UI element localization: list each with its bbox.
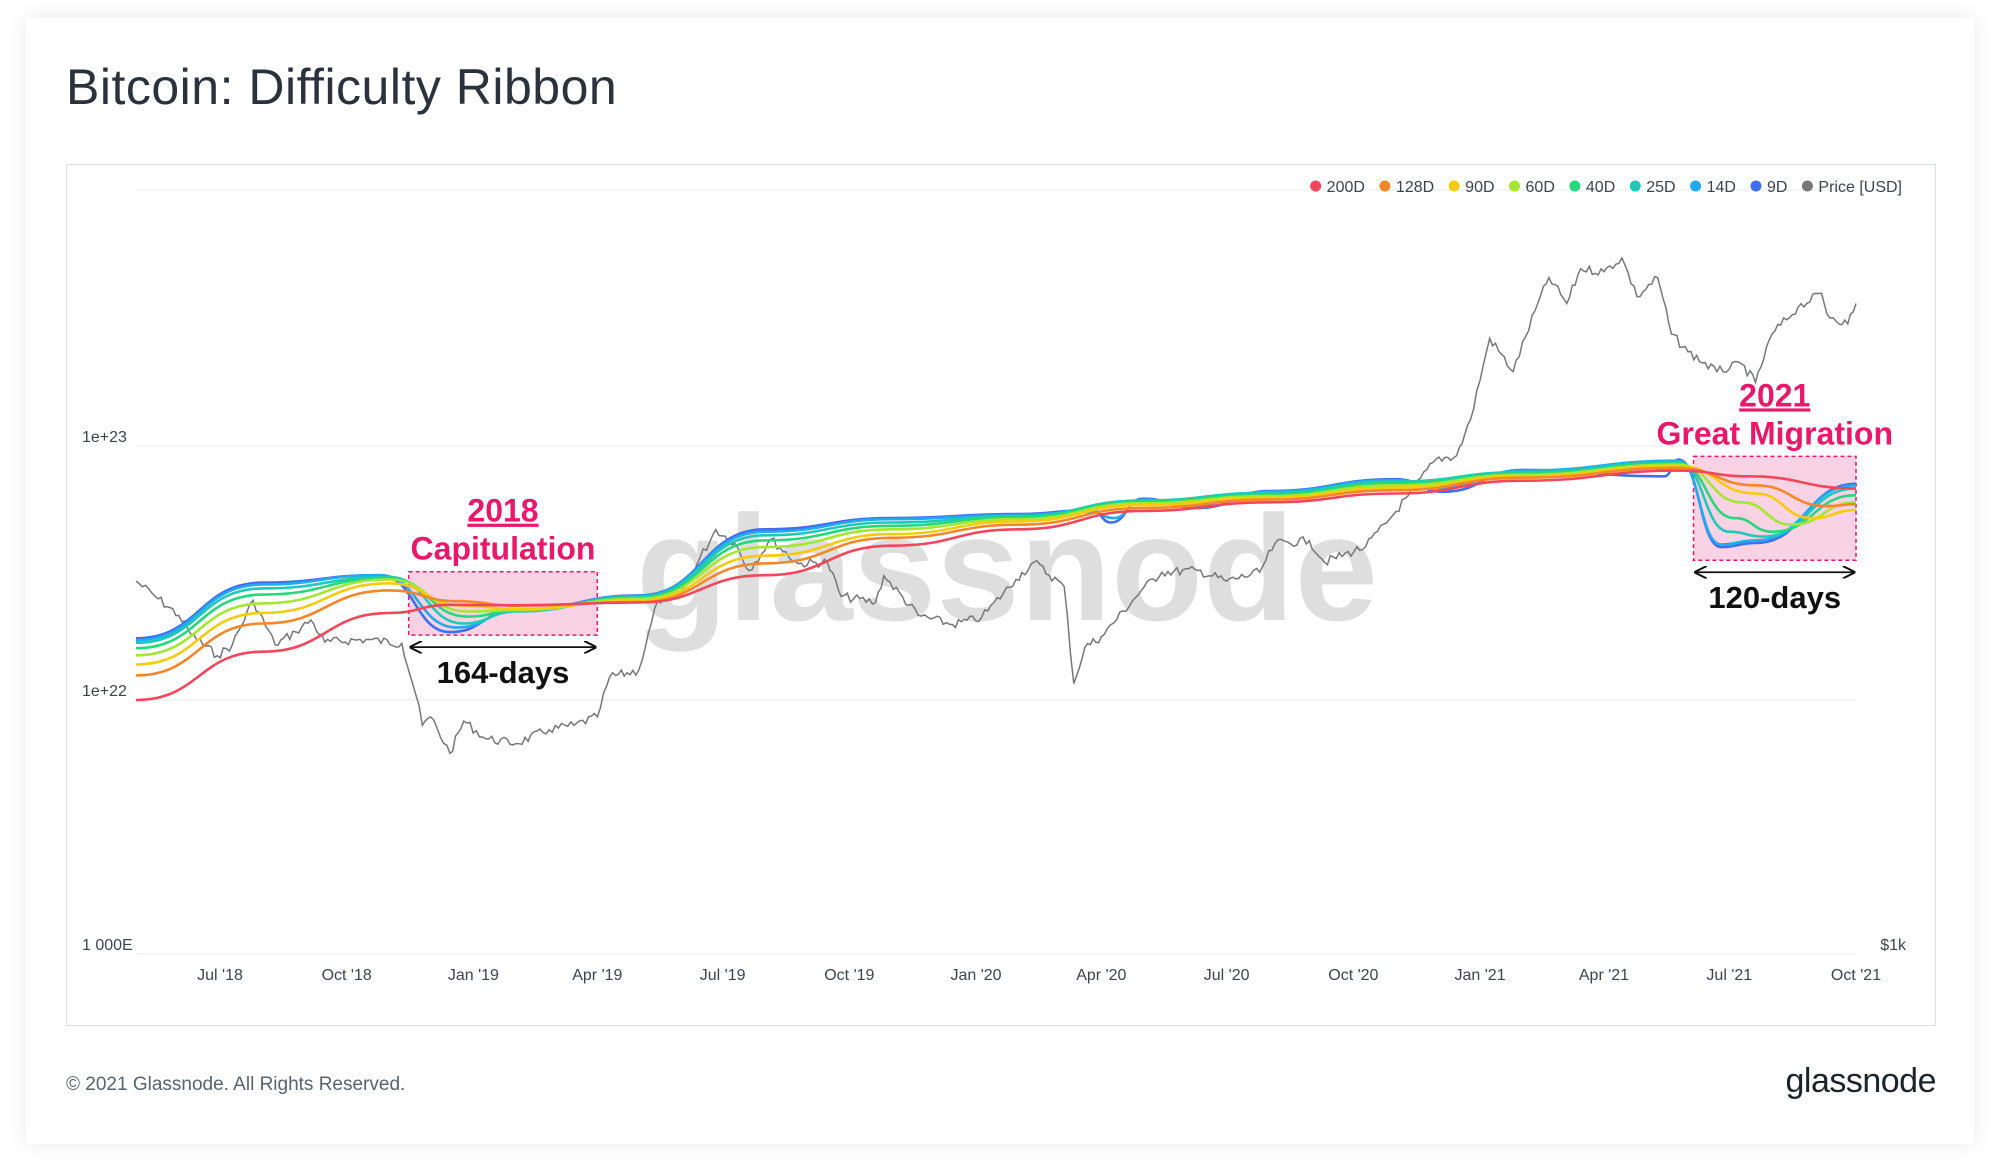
price-series (135, 256, 1857, 755)
y-left-tick-label: 1 000E (82, 937, 133, 954)
x-tick-label: Oct '20 (1328, 967, 1378, 984)
legend-label-128D[interactable]: 128D (1396, 179, 1434, 196)
legend-label-90D[interactable]: 90D (1465, 179, 1494, 196)
price-line (135, 256, 1857, 755)
annotation-subtitle-2: Great Migration (1657, 415, 1893, 451)
legend-dot-90D (1448, 180, 1460, 192)
x-tick-label: Jul '19 (700, 967, 746, 984)
legend-dot-14D (1690, 180, 1702, 192)
series-90D (135, 464, 1857, 666)
x-tick-label: Jul '20 (1204, 967, 1250, 984)
x-tick-label: Jan '20 (950, 967, 1001, 984)
y-right-tick-label: $1k (1880, 937, 1907, 954)
y-left-tick-label: 1e+22 (82, 683, 127, 700)
annotation-subtitle-1: Capitulation (411, 531, 596, 567)
x-tick-label: Oct '19 (824, 967, 874, 984)
difficulty-series (135, 458, 1857, 702)
y-left-tick-label: 1e+23 (82, 429, 127, 446)
x-tick-label: Jul '21 (1706, 967, 1752, 984)
x-tick-label: Oct '18 (322, 967, 372, 984)
annotation-title-1: 2018 (467, 493, 538, 529)
annotation-title-2: 2021 (1739, 377, 1810, 413)
legend-label-40D[interactable]: 40D (1586, 179, 1615, 196)
grid-lines (136, 189, 1856, 955)
legend-dot-200D (1310, 180, 1322, 192)
legend-dot-128D (1379, 180, 1391, 192)
x-tick-label: Jan '19 (448, 967, 499, 984)
legend-label-60D[interactable]: 60D (1526, 179, 1555, 196)
duration-label-1: 164-days (437, 655, 570, 690)
x-tick-label: Apr '20 (1076, 967, 1126, 984)
axes: Jul '18 Oct '18 Jan '19 Apr '19 Jul '19 Oct '… (82, 429, 1907, 984)
x-tick-label: Apr '21 (1579, 967, 1629, 984)
x-tick-label: Jan '21 (1455, 967, 1506, 984)
legend-label-200D[interactable]: 200D (1327, 179, 1365, 196)
x-tick-label: Apr '19 (572, 967, 622, 984)
legend-dot-9D (1750, 180, 1762, 192)
legend-dot-40D (1569, 180, 1581, 192)
legend-label-14D[interactable]: 14D (1707, 179, 1736, 196)
footer-copyright: © 2021 Glassnode. All Rights Reserved. (66, 1074, 406, 1095)
legend-label-price[interactable]: Price [USD] (1818, 179, 1902, 196)
legend: Price [USD] 9D 14D 25D 40D 60D 90D 128D 200D (1310, 179, 1902, 196)
legend-dot-25D (1629, 180, 1641, 192)
chart-frame (66, 164, 1936, 1026)
x-tick-label: Oct '21 (1831, 967, 1881, 984)
legend-label-9D[interactable]: 9D (1767, 179, 1787, 196)
legend-dot-60D (1509, 180, 1521, 192)
x-tick-label: Jul '18 (197, 967, 243, 984)
series-128D (135, 466, 1857, 677)
page-title: Bitcoin: Difficulty Ribbon (66, 59, 618, 115)
legend-label-25D[interactable]: 25D (1646, 179, 1675, 196)
series-200D (135, 469, 1857, 702)
watermark: glassnode (636, 484, 1378, 652)
footer-logo: glassnode (1785, 1062, 1936, 1100)
legend-dot-price (1801, 180, 1813, 192)
duration-label-2: 120-days (1708, 580, 1841, 615)
